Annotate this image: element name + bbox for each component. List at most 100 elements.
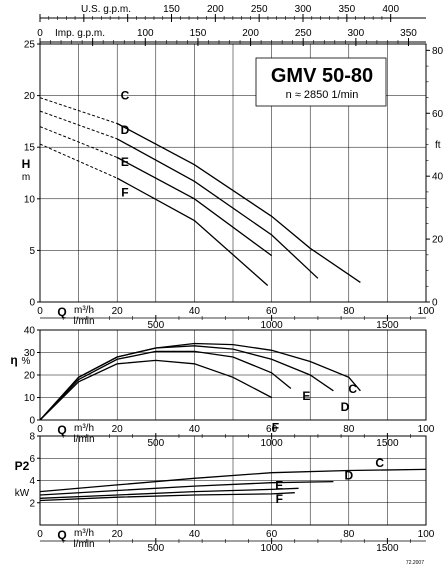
x-m3h-tick-label: 0 <box>37 424 43 435</box>
y-axis-label-percent: % <box>22 356 31 367</box>
series-f-dashed-segment <box>39 143 118 179</box>
series-e-line <box>39 487 299 499</box>
y-axis-label-h: H <box>22 157 31 171</box>
y-tick-label: 20 <box>24 371 36 382</box>
us-gpm-tick-label: 150 <box>163 4 180 15</box>
series-f-line <box>39 492 295 502</box>
x-m3h-tick-label: 100 <box>418 306 435 317</box>
y-axis-label-eta: η <box>10 353 17 367</box>
y-axis-label-p2: P2 <box>15 459 30 473</box>
series-d-label: D <box>121 123 130 137</box>
x-m3h-tick-label: 80 <box>343 424 355 435</box>
y-tick-label: 30 <box>24 348 36 359</box>
x-m3h-tick-label: 20 <box>112 306 124 317</box>
y-tick-label: 15 <box>24 143 36 154</box>
series-d-label: D <box>341 400 350 414</box>
y-tick-label: 10 <box>24 393 36 404</box>
x-axis-unit-lmin: l/min <box>73 539 94 550</box>
ft-tick-label: 20 <box>432 235 444 246</box>
series-e-label: E <box>275 478 283 492</box>
x-m3h-tick-label: 0 <box>37 306 43 317</box>
x-m3h-tick-label: 60 <box>266 424 278 435</box>
ft-tick-label: 60 <box>432 109 444 120</box>
series-f-label: F <box>121 186 128 200</box>
title-box: GMV 50-80 n ≈ 2850 1/min <box>255 57 387 107</box>
imp-gpm-tick-label: 350 <box>400 28 417 39</box>
imp-gpm-tick-label: 300 <box>348 28 365 39</box>
y-axis-label-kw: kW <box>15 488 30 499</box>
chart-title: GMV 50-80 <box>271 65 373 87</box>
x-m3h-tick-label: 60 <box>266 306 278 317</box>
x-axis-unit-m3h: m³/h <box>74 305 94 316</box>
series-f-label: F <box>276 492 283 506</box>
x-m3h-tick-label: 80 <box>343 529 355 540</box>
x-lmin-tick-label: 1500 <box>376 320 399 331</box>
imp-gpm-tick-label: 100 <box>137 28 154 39</box>
series-d-dashed-segment <box>39 110 118 140</box>
ft-tick-label: 80 <box>432 46 444 57</box>
chart-subtitle: n ≈ 2850 1/min <box>286 89 359 101</box>
x-m3h-tick-label: 60 <box>266 529 278 540</box>
imp-gpm-tick-label: 150 <box>190 28 207 39</box>
series-e-line <box>116 156 272 257</box>
x-axis-unit-lmin: l/min <box>73 316 94 327</box>
series-f-line <box>116 177 269 286</box>
head-chart: 0 5 10 15 20 25 0 20 40 60 80 100 500 1000 1500 Q m³/hl/… <box>22 40 444 332</box>
series-d-line <box>116 138 319 279</box>
x-axis-unit-lmin: l/min <box>73 434 94 445</box>
series-f-line <box>39 359 272 421</box>
x-m3h-tick-label: 100 <box>418 424 435 435</box>
y-tick-label: 5 <box>29 246 35 257</box>
x-m3h-tick-label: 40 <box>189 529 201 540</box>
series-c-label: C <box>121 89 130 103</box>
x-lmin-tick-label: 1000 <box>260 543 283 554</box>
y-tick-label: 25 <box>24 40 36 51</box>
x-axis-prefix: Q <box>57 305 66 319</box>
x-axis-unit-m3h: m³/h <box>74 528 94 539</box>
x-m3h-tick-label: 40 <box>189 424 201 435</box>
y-tick-label: 4 <box>29 476 35 487</box>
series-c-line <box>39 468 427 493</box>
y-tick-label: 2 <box>29 498 35 509</box>
imp-gpm-axis-label: Imp. g.p.m. <box>55 28 105 39</box>
x-m3h-tick-label: 80 <box>343 306 355 317</box>
series-d-line <box>39 480 334 496</box>
imp-gpm-tick-label: 200 <box>242 28 259 39</box>
series-e-line <box>39 350 292 421</box>
x-m3h-tick-label: 40 <box>189 306 201 317</box>
y-tick-label: 0 <box>29 298 35 309</box>
x-m3h-tick-label: 0 <box>37 529 43 540</box>
ft-tick-label: 40 <box>432 172 444 183</box>
us-gpm-tick-label: 350 <box>338 4 355 15</box>
x-m3h-tick-label: 100 <box>418 529 435 540</box>
x-lmin-tick-label: 1000 <box>260 320 283 331</box>
series-c-dashed-segment <box>39 97 118 124</box>
title-box-frame <box>255 57 387 107</box>
series-c-line <box>39 342 361 421</box>
x-lmin-tick-label: 500 <box>147 543 164 554</box>
series-d-line <box>39 345 334 421</box>
x-lmin-tick-label: 500 <box>147 320 164 331</box>
x-m3h-tick-label: 20 <box>112 424 124 435</box>
series-d-label: D <box>344 468 353 482</box>
us-gpm-tick-label: 200 <box>207 4 224 15</box>
x-axis-unit-m3h: m³/h <box>74 423 94 434</box>
x-axis-prefix: Q <box>57 423 66 437</box>
imp-gpm-tick-label: 250 <box>295 28 312 39</box>
x-lmin-tick-label: 1500 <box>376 543 399 554</box>
top-flow-axes: 150 200 250 300 350 400 0 100 150 200 250 300 350 U.S… <box>37 4 426 46</box>
us-gpm-tick-label: 400 <box>382 4 399 15</box>
y-tick-label: 20 <box>24 91 36 102</box>
us-gpm-axis-label: U.S. g.p.m. <box>81 4 131 15</box>
footer-code: 72.2007 <box>406 560 424 566</box>
y-tick-label: 6 <box>29 454 35 465</box>
us-gpm-tick-label: 300 <box>295 4 312 15</box>
series-e-label: E <box>302 389 310 403</box>
y-tick-label: 40 <box>24 326 36 337</box>
y-tick-label: 0 <box>29 416 35 427</box>
y-axis-label-ft: ft <box>435 140 441 151</box>
imp-gpm-tick-label: 0 <box>37 28 43 39</box>
